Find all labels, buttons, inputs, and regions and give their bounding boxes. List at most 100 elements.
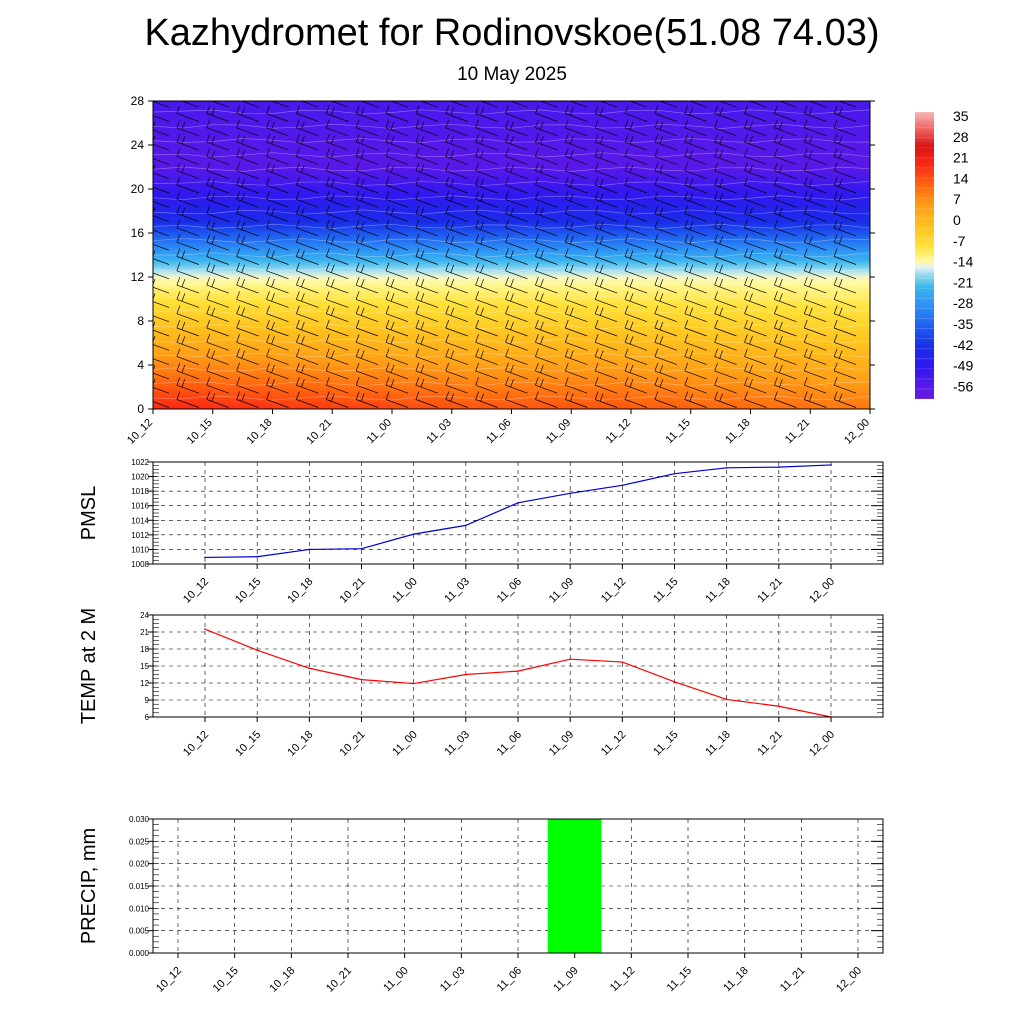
wind-barb [684,319,707,337]
wind-barb [624,377,648,394]
wind-barb [803,262,827,280]
wind-barb [564,305,588,323]
wind-barb [415,133,438,151]
wind-barb [505,176,528,194]
wind-barb [180,101,199,108]
wind-barb [505,291,528,308]
wind-barb [236,377,259,394]
wind-barb [415,319,438,337]
wind-barb [535,176,558,194]
wind-barb [475,334,498,351]
wind-barb [266,205,289,222]
wind-barb [206,119,229,137]
data-point [204,556,206,559]
wind-barb [654,133,677,151]
wind-barb [594,234,618,251]
wind-barb [654,262,677,280]
wind-barb [535,334,558,351]
wind-barb [419,101,438,108]
wind-barb [415,219,438,237]
colorbar-label: -7 [953,233,966,249]
wind-barb [355,119,379,137]
wind-barb [206,105,229,122]
wind-barb [774,305,797,323]
wind-barb [355,362,379,380]
x-tick-label: 10_12 [181,729,211,759]
wind-barb [325,148,349,165]
wind-barb [624,276,648,294]
wind-barb [744,219,767,237]
wind-barb [296,176,319,194]
wind-barb [355,176,379,194]
wind-barb [153,186,170,194]
wind-barb [475,234,498,251]
wind-barb [176,148,199,165]
colorbar-label: 35 [953,108,969,124]
wind-barb [684,377,707,394]
wind-barb [355,348,379,365]
wind-barb [803,133,827,151]
wind-barb [206,148,229,165]
wind-barb [594,248,618,265]
wind-barb [415,105,438,122]
wind-barb [833,234,857,251]
wind-barb [624,148,648,165]
wind-barb [564,391,588,408]
wind-barb [803,119,827,137]
wind-barb [355,276,379,294]
data-point [412,533,415,535]
wind-barb [654,391,677,408]
y-tick-label: 24 [140,611,149,620]
wind-barb [803,276,827,294]
wind-barb [236,191,259,208]
wind-barb [714,377,737,394]
wind-barb [564,205,588,222]
wind-barb [535,276,558,294]
wind-barb [296,219,319,237]
wind-barb [594,319,618,337]
wind-barb [385,291,409,308]
wind-barb [535,234,558,251]
wind-barb [176,334,199,351]
chart-title: Kazhydromet for Rodinovskoe(51.08 74.03) [144,12,880,54]
wind-barb [803,377,827,394]
wind-barb [684,205,707,222]
data-point [830,464,832,466]
wind-barb [744,348,767,365]
wind-barb [833,133,857,151]
wind-barb [266,276,289,294]
wind-barb [266,133,289,151]
wind-barb [415,377,438,394]
y-tick-label: 21 [140,628,149,637]
wind-barb [206,162,229,180]
wind-barb [684,176,707,194]
wind-barb [355,133,379,151]
y-tick-label: 1022 [131,458,149,467]
wind-barb [236,148,259,165]
wind-barb [624,219,648,237]
data-point [778,466,780,468]
wind-barb [505,148,528,165]
wind-barb [744,234,767,251]
wind-barb [296,276,319,294]
wind-barb [774,148,797,165]
wind-barb [744,262,767,280]
wind-barb [266,176,289,194]
wind-barb [385,105,409,122]
wind-barb [624,319,648,337]
x-tick-label: 11_00 [365,417,395,447]
wind-barb [744,248,767,265]
data-point [621,661,624,663]
wind-barb [684,148,707,165]
data-point [256,649,258,651]
wind-barb [206,362,229,380]
contour-line [153,266,870,272]
wind-barb [206,319,229,337]
contour-line [153,195,870,201]
wind-barb [266,305,289,323]
x-tick-label: 11_15 [665,965,695,995]
wind-barb [594,205,618,222]
wind-barb [296,234,319,251]
wind-barb [535,148,558,165]
wind-barb [744,276,767,294]
